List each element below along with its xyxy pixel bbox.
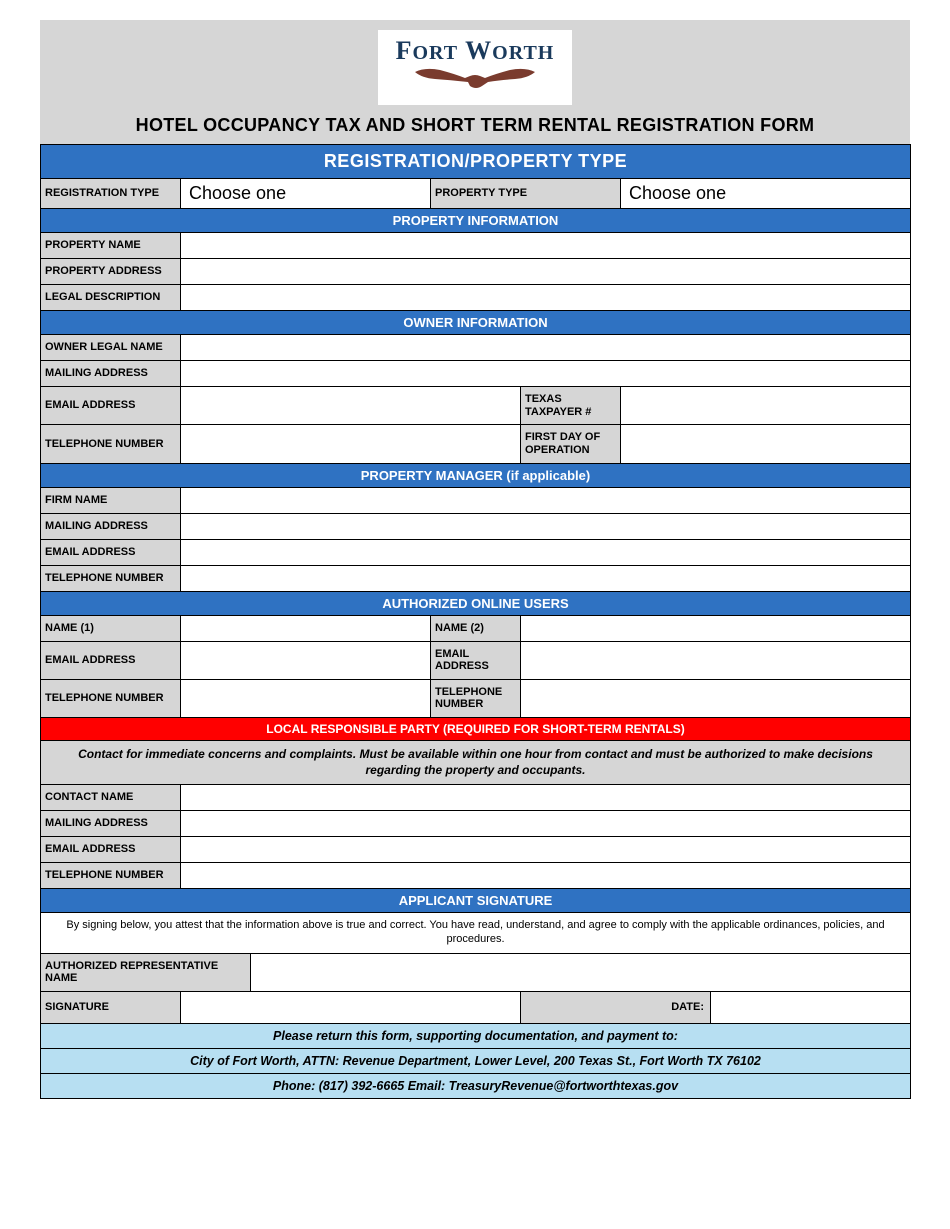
mgr-mail-input[interactable]: [181, 514, 910, 539]
section-auth-users: AUTHORIZED ONLINE USERS: [41, 591, 911, 615]
legal-description-label: LEGAL DESCRIPTION: [41, 285, 181, 311]
owner-email-input[interactable]: [181, 387, 520, 424]
registration-form: FORT WORTH HOTEL OCCUPANCY TAX AND SHORT…: [40, 20, 910, 1099]
rep-name-label: AUTHORIZED REPRESENTATIVE NAME: [41, 953, 251, 991]
property-type-label: PROPERTY TYPE: [431, 179, 621, 209]
owner-firstday-label: FIRST DAY OF OPERATION: [521, 425, 621, 463]
section-owner-info: OWNER INFORMATION: [41, 311, 911, 335]
user1-phone-label: TELEPHONE NUMBER: [41, 679, 181, 717]
property-name-input[interactable]: [181, 233, 910, 258]
date-input[interactable]: [711, 992, 910, 1023]
rep-name-input[interactable]: [251, 954, 910, 991]
footer-line-1: Please return this form, supporting docu…: [41, 1024, 911, 1049]
owner-tax-label: TEXAS TAXPAYER #: [521, 387, 621, 425]
owner-firstday-input[interactable]: [621, 425, 910, 462]
form-table: REGISTRATION/PROPERTY TYPE REGISTRATION …: [40, 144, 911, 1099]
owner-mail-input[interactable]: [181, 361, 910, 386]
user1-email-label: EMAIL ADDRESS: [41, 641, 181, 679]
user2-phone-input[interactable]: [521, 680, 910, 717]
signature-note: By signing below, you attest that the in…: [41, 913, 911, 954]
user1-email-input[interactable]: [181, 642, 430, 679]
owner-email-label: EMAIL ADDRESS: [41, 387, 181, 425]
property-type-select[interactable]: Choose one: [621, 179, 911, 209]
property-address-input[interactable]: [181, 259, 910, 284]
registration-type-label: REGISTRATION TYPE: [41, 179, 181, 209]
legal-description-input[interactable]: [181, 285, 910, 310]
local-contact-label: CONTACT NAME: [41, 785, 181, 811]
mgr-phone-label: TELEPHONE NUMBER: [41, 565, 181, 591]
signature-input[interactable]: [181, 992, 520, 1023]
local-mail-label: MAILING ADDRESS: [41, 811, 181, 837]
owner-tax-input[interactable]: [621, 387, 910, 424]
registration-type-select[interactable]: Choose one: [181, 179, 431, 209]
local-mail-input[interactable]: [181, 811, 910, 836]
section-local-party: LOCAL RESPONSIBLE PARTY (REQUIRED FOR SH…: [41, 718, 911, 741]
section-property-manager: PROPERTY MANAGER (if applicable): [41, 463, 911, 487]
mgr-firm-label: FIRM NAME: [41, 487, 181, 513]
owner-name-input[interactable]: [181, 335, 910, 360]
longhorn-icon: [410, 64, 540, 94]
user2-name-label: NAME (2): [431, 615, 521, 641]
local-phone-label: TELEPHONE NUMBER: [41, 863, 181, 889]
city-logo: FORT WORTH: [378, 30, 573, 105]
mgr-phone-input[interactable]: [181, 566, 910, 591]
section-registration-type: REGISTRATION/PROPERTY TYPE: [41, 145, 911, 179]
form-header: FORT WORTH HOTEL OCCUPANCY TAX AND SHORT…: [40, 20, 910, 144]
section-applicant-signature: APPLICANT SIGNATURE: [41, 889, 911, 913]
local-email-label: EMAIL ADDRESS: [41, 837, 181, 863]
user1-phone-input[interactable]: [181, 680, 430, 717]
user1-name-label: NAME (1): [41, 615, 181, 641]
user2-phone-label: TELEPHONE NUMBER: [431, 679, 521, 717]
owner-mail-label: MAILING ADDRESS: [41, 361, 181, 387]
mgr-mail-label: MAILING ADDRESS: [41, 513, 181, 539]
owner-phone-input[interactable]: [181, 425, 520, 462]
mgr-firm-input[interactable]: [181, 488, 910, 513]
user2-email-input[interactable]: [521, 642, 910, 679]
local-party-note: Contact for immediate concerns and compl…: [41, 741, 911, 785]
logo-text: FORT WORTH: [396, 36, 555, 66]
mgr-email-label: EMAIL ADDRESS: [41, 539, 181, 565]
local-phone-input[interactable]: [181, 863, 910, 888]
mgr-email-input[interactable]: [181, 540, 910, 565]
user2-email-label: EMAIL ADDRESS: [431, 641, 521, 679]
footer-line-3: Phone: (817) 392-6665 Email: TreasuryRev…: [41, 1074, 911, 1099]
user1-name-input[interactable]: [181, 616, 430, 641]
owner-phone-label: TELEPHONE NUMBER: [41, 425, 181, 463]
form-title: HOTEL OCCUPANCY TAX AND SHORT TERM RENTA…: [40, 115, 910, 136]
footer-line-2: City of Fort Worth, ATTN: Revenue Depart…: [41, 1049, 911, 1074]
property-name-label: PROPERTY NAME: [41, 233, 181, 259]
signature-label: SIGNATURE: [41, 992, 181, 1024]
date-label: DATE:: [521, 992, 711, 1024]
local-contact-input[interactable]: [181, 785, 910, 810]
local-email-input[interactable]: [181, 837, 910, 862]
user2-name-input[interactable]: [521, 616, 910, 641]
owner-name-label: OWNER LEGAL NAME: [41, 335, 181, 361]
section-property-info: PROPERTY INFORMATION: [41, 209, 911, 233]
property-address-label: PROPERTY ADDRESS: [41, 259, 181, 285]
